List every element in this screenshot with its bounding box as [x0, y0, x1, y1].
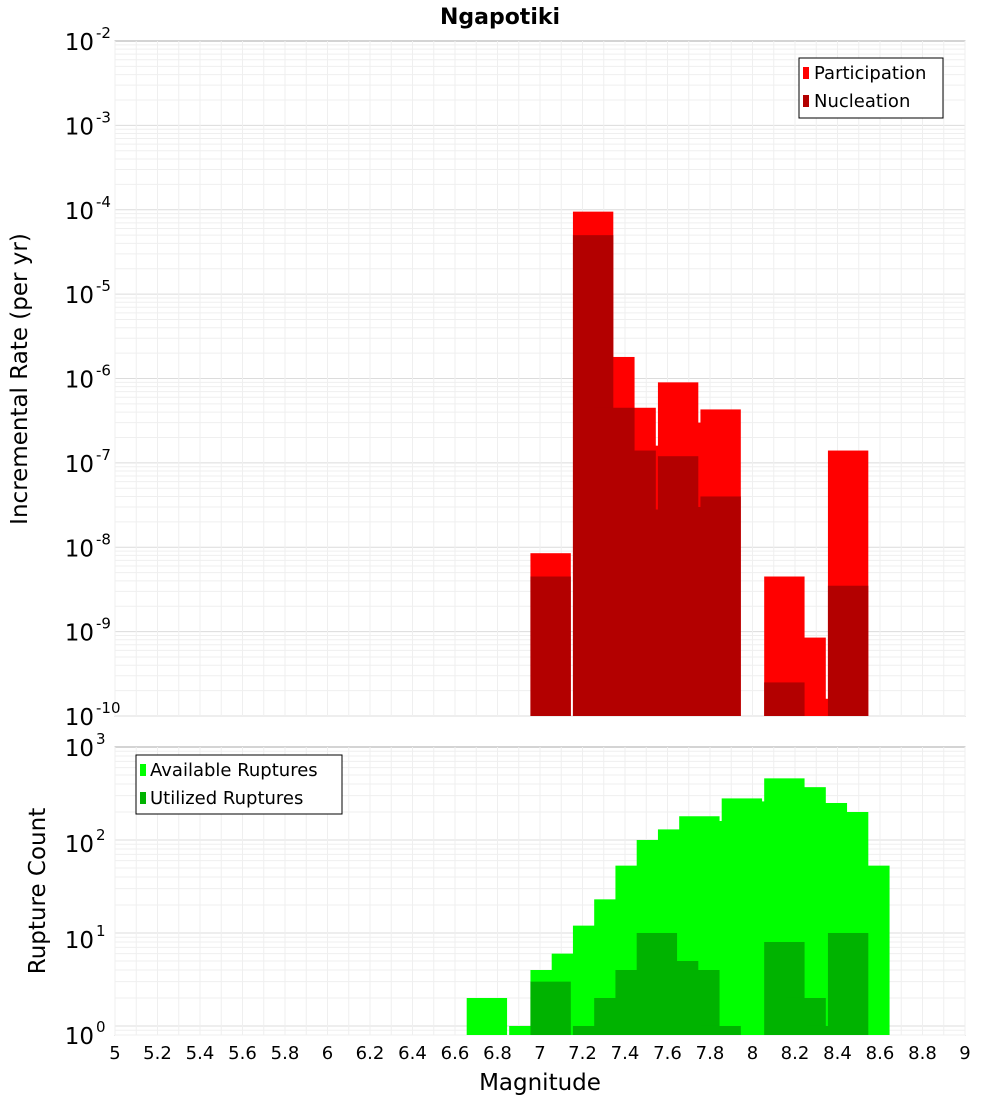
legend-swatch-utilized [140, 792, 146, 804]
y-tick-label: 10 [65, 705, 94, 731]
y-tick-label: 10 [65, 199, 94, 225]
count-bar-utilized-ruptures [679, 969, 720, 1035]
rate-bar-nucleation [827, 585, 869, 716]
x-tick-label: 6.6 [441, 1043, 470, 1064]
x-tick-label: 7 [534, 1043, 545, 1064]
bottom-y-axis-label: Rupture Count [25, 808, 51, 974]
legend-label-participation: Participation [814, 63, 926, 84]
y-tick-exponent: 2 [96, 826, 106, 844]
y-tick-exponent: -6 [96, 362, 111, 380]
x-tick-label: 7.6 [653, 1043, 682, 1064]
count-bar-available-ruptures [509, 1025, 550, 1035]
y-tick-exponent: 3 [96, 730, 106, 748]
bottom-bars [466, 778, 890, 1035]
x-tick-label: 6.2 [356, 1043, 385, 1064]
x-tick-label: 9 [959, 1043, 970, 1064]
y-tick-label: 10 [65, 368, 94, 394]
count-bar-utilized-ruptures [700, 1025, 741, 1035]
y-tick-label: 10 [65, 736, 94, 762]
x-tick-label: 8.4 [823, 1043, 852, 1064]
legend-label-nucleation: Nucleation [814, 91, 910, 112]
x-tick-label: 6.4 [398, 1043, 427, 1064]
top-bars [530, 211, 869, 716]
x-tick-label: 6.8 [483, 1043, 512, 1064]
y-tick-exponent: -5 [96, 277, 111, 295]
x-tick-label: 8.6 [866, 1043, 895, 1064]
x-tick-label: 5.2 [143, 1043, 172, 1064]
x-tick-label: 5.4 [186, 1043, 215, 1064]
rate-bar-nucleation [764, 682, 805, 716]
bottom-legend-box [135, 754, 343, 815]
legend-label-available: Available Ruptures [150, 760, 318, 781]
count-bar-utilized-ruptures [806, 1025, 848, 1035]
chart-title: Ngapotiki [440, 5, 560, 30]
x-tick-label: 5.8 [271, 1043, 300, 1064]
y-tick-label: 10 [65, 536, 94, 562]
x-tick-label: 5.6 [228, 1043, 257, 1064]
y-tick-label: 10 [65, 452, 94, 478]
legend-swatch-participation [803, 67, 809, 79]
y-tick-label: 10 [65, 832, 94, 858]
x-axis-label: Magnitude [479, 1070, 601, 1096]
x-tick-label: 7.8 [696, 1043, 725, 1064]
x-tick-labels: 5 5.2 5.4 5.6 5.8 6 6.2 6.4 6.6 6.8 7 7.2 7.4 7.6 7.8 8… [109, 1043, 970, 1064]
y-tick-exponent: 1 [96, 922, 106, 940]
y-tick-exponent: 0 [96, 1018, 106, 1036]
legend-swatch-available [140, 764, 146, 776]
x-tick-label: 7.2 [568, 1043, 597, 1064]
x-tick-label: 8.8 [908, 1043, 937, 1064]
x-tick-label: 8.2 [781, 1043, 810, 1064]
top-y-axis-label: Incremental Rate (per yr) [7, 233, 33, 525]
x-tick-label: 8 [747, 1043, 758, 1064]
y-tick-label: 10 [65, 1024, 94, 1050]
y-tick-exponent: -9 [96, 615, 111, 633]
legend-label-utilized: Utilized Ruptures [150, 788, 303, 809]
y-tick-label: 10 [65, 621, 94, 647]
top-legend: Participation Nucleation [798, 57, 944, 119]
x-tick-label: 7.4 [611, 1043, 640, 1064]
y-tick-exponent: -8 [96, 530, 111, 548]
top-legend-box [798, 57, 944, 119]
count-bar-utilized-ruptures [572, 1025, 614, 1035]
x-tick-label: 5 [109, 1043, 120, 1064]
y-tick-label: 10 [65, 114, 94, 140]
y-tick-exponent: -3 [96, 108, 111, 126]
x-tick-label: 6 [322, 1043, 333, 1064]
y-tick-label: 10 [65, 30, 94, 56]
count-bar-available-ruptures [466, 997, 508, 1035]
top-rate-panel: 10-210-310-410-510-610-710-810-910-10 In… [7, 24, 966, 731]
rate-bar-nucleation [700, 496, 741, 716]
count-bar-utilized-ruptures [827, 932, 869, 1035]
bottom-legend: Available Ruptures Utilized Ruptures [135, 754, 343, 815]
y-tick-label: 10 [65, 928, 94, 954]
y-tick-exponent: -2 [96, 24, 111, 42]
count-bar-utilized-ruptures [530, 981, 571, 1035]
legend-swatch-nucleation [803, 95, 809, 107]
y-tick-exponent: -7 [96, 446, 111, 464]
rate-bar-nucleation [530, 576, 571, 716]
y-tick-exponent: -10 [96, 699, 121, 717]
y-tick-exponent: -4 [96, 193, 111, 211]
y-tick-label: 10 [65, 283, 94, 309]
top-y-tick-labels: 10-210-310-410-510-610-710-810-910-10 [65, 24, 121, 731]
